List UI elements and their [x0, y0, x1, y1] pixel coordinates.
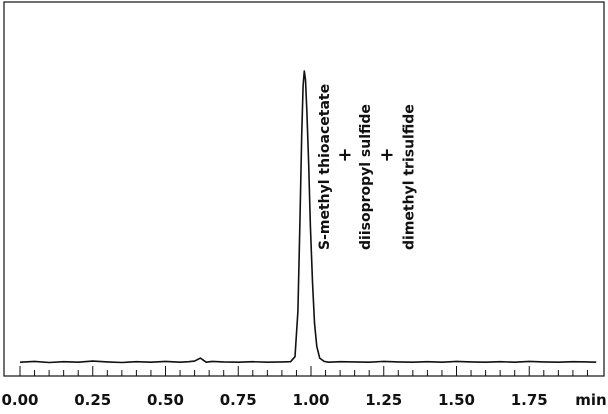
- x-axis-ticks: [19, 366, 588, 376]
- x-tick-label: 0.50: [147, 391, 184, 409]
- x-tick-label: 1.75: [511, 391, 548, 409]
- chromatogram-trace: [19, 70, 597, 364]
- peak-annotation-label: dimethyl trisulfide: [401, 104, 417, 250]
- x-tick-label: 1.50: [438, 391, 475, 409]
- annotation-plus: +: [334, 147, 355, 162]
- x-axis-tick-labels: 0.00 0.25 0.50 0.75 1.00 1.25 1.50 1.75 min: [1, 391, 606, 409]
- x-unit-label: min: [575, 391, 606, 409]
- plot-frame: [3, 1, 605, 377]
- x-tick-label: 0.75: [220, 391, 257, 409]
- peak-annotation-label: S-methyl thioacetate: [317, 84, 333, 250]
- peak-annotation-label: diisopropyl sulfide: [358, 104, 374, 250]
- series-layer: [19, 70, 597, 364]
- x-tick-label: 1.25: [365, 391, 402, 409]
- peak-annotations: S-methyl thioacetate + diisopropyl sulfide…: [317, 84, 417, 250]
- x-tick-label: 0.25: [74, 391, 111, 409]
- x-tick-label: 1.00: [292, 391, 329, 409]
- annotation-plus: +: [377, 147, 398, 162]
- x-tick-label: 0.00: [1, 391, 38, 409]
